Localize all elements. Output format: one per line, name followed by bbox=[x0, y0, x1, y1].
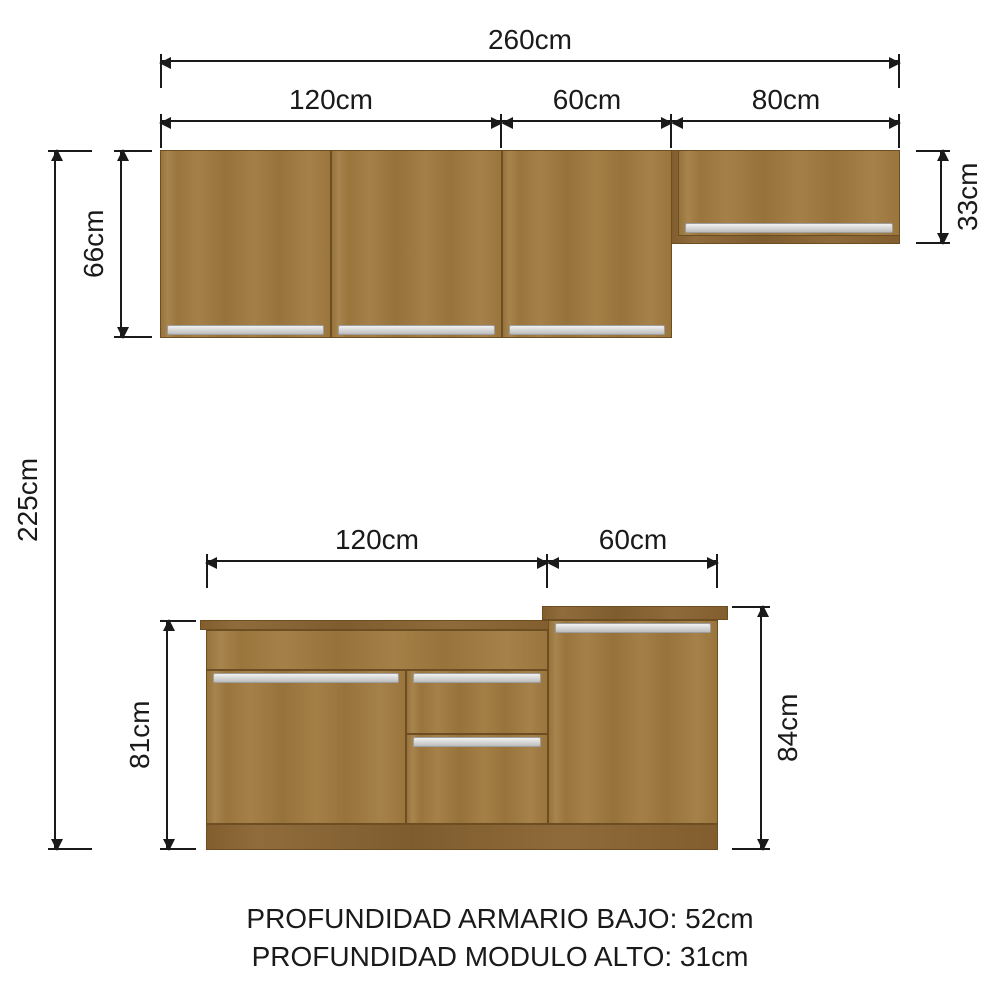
handle-icon bbox=[338, 325, 495, 335]
footer-line-2: PROFUNDIDAD MODULO ALTO: 31cm bbox=[0, 938, 1000, 976]
handle-icon bbox=[685, 223, 893, 233]
lower-left-drawer-2a bbox=[406, 670, 548, 734]
upper-door-1 bbox=[160, 150, 331, 338]
footer-line-1: PROFUNDIDAD ARMARIO BAJO: 52cm bbox=[0, 900, 1000, 938]
handle-icon bbox=[509, 325, 665, 335]
dim-lower-h-left bbox=[166, 620, 168, 850]
diagram-stage: 260cm 120cm 60cm 80cm bbox=[0, 0, 1000, 1000]
dim-lower-b bbox=[548, 560, 718, 562]
label-upper-c: 80cm bbox=[672, 84, 900, 116]
handle-icon bbox=[213, 673, 399, 683]
label-lower-h-right: 84cm bbox=[772, 606, 804, 850]
label-lower-a: 120cm bbox=[206, 524, 548, 556]
dim-upper-h-left bbox=[120, 150, 122, 338]
dim-total-width bbox=[160, 60, 900, 62]
lower-plinth bbox=[206, 824, 718, 850]
footer-text: PROFUNDIDAD ARMARIO BAJO: 52cm PROFUNDID… bbox=[0, 900, 1000, 976]
upper-door-2 bbox=[331, 150, 502, 338]
label-upper-b: 60cm bbox=[502, 84, 672, 116]
label-upper-h-right: 33cm bbox=[952, 150, 984, 244]
lower-left-drawer-top bbox=[206, 630, 548, 670]
label-upper-a: 120cm bbox=[160, 84, 502, 116]
label-lower-h-left: 81cm bbox=[124, 620, 156, 850]
lower-counter-right bbox=[542, 606, 728, 620]
handle-icon bbox=[413, 673, 541, 683]
dim-upper-a bbox=[160, 120, 502, 122]
label-upper-h-left: 66cm bbox=[78, 150, 110, 338]
handle-icon bbox=[413, 737, 541, 747]
dim-upper-c bbox=[672, 120, 900, 122]
lower-left-drawer-2b bbox=[406, 734, 548, 824]
lower-counter-left bbox=[200, 620, 556, 630]
lower-left-door-1 bbox=[206, 670, 406, 824]
label-lower-b: 60cm bbox=[548, 524, 718, 556]
upper-door-3 bbox=[502, 150, 672, 338]
label-total-height: 225cm bbox=[12, 150, 44, 850]
dim-lower-h-right bbox=[760, 606, 762, 850]
dim-upper-h-right bbox=[940, 150, 942, 244]
label-total-width: 260cm bbox=[160, 24, 900, 56]
dim-total-height bbox=[54, 150, 56, 850]
handle-icon bbox=[167, 325, 324, 335]
dim-lower-a bbox=[206, 560, 548, 562]
lower-right-door bbox=[548, 620, 718, 824]
upper-door-4 bbox=[678, 150, 900, 236]
dim-upper-b bbox=[502, 120, 672, 122]
handle-icon bbox=[555, 623, 711, 633]
